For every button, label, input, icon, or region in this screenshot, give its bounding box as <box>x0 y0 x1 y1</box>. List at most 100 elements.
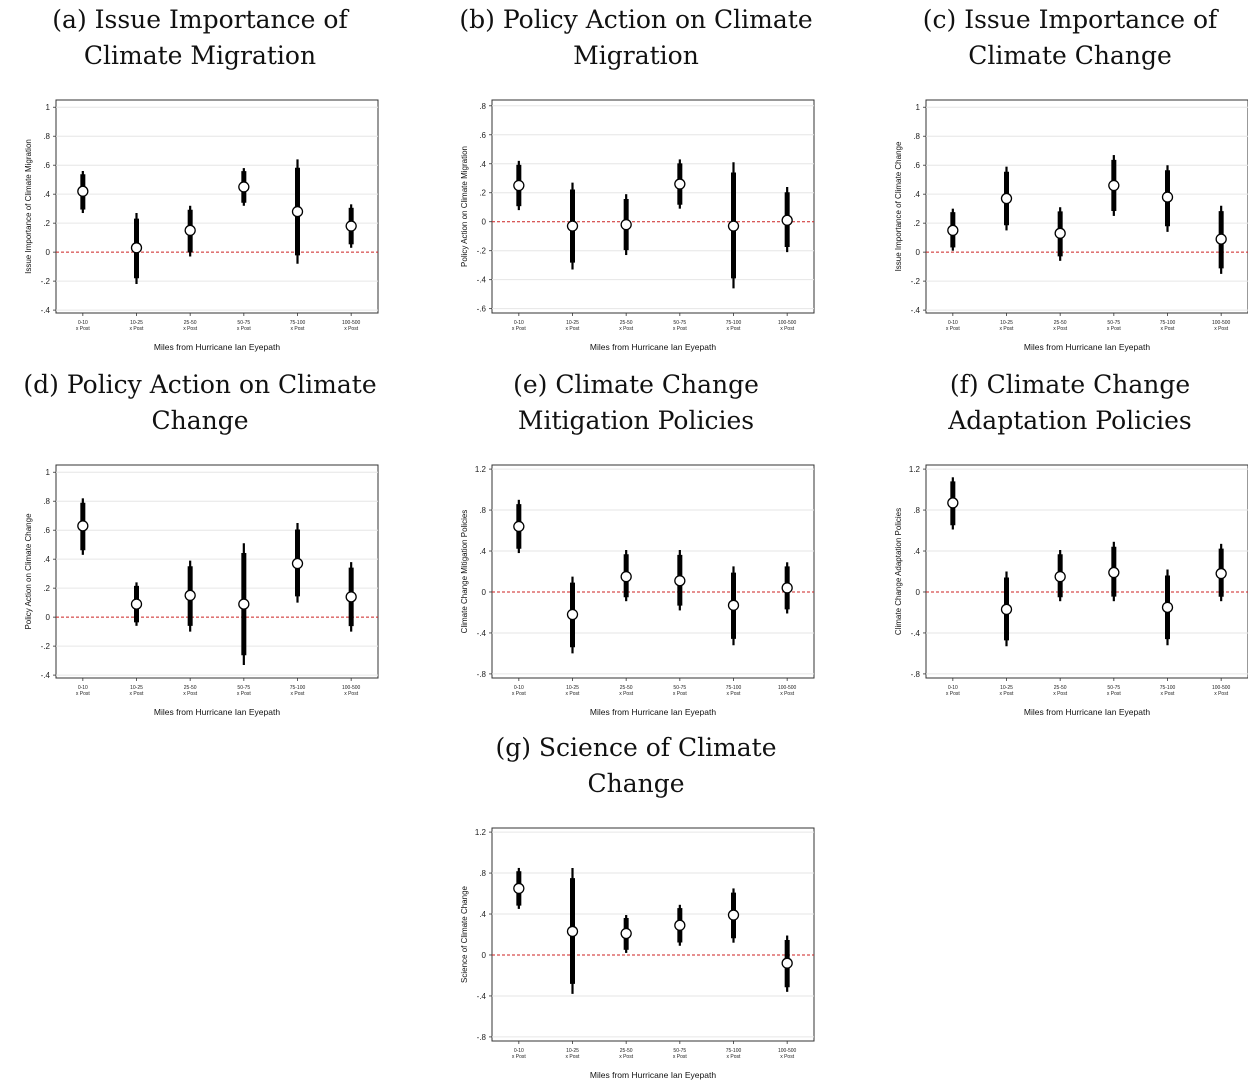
point-estimate <box>238 181 250 193</box>
y-tick-label: -.8 <box>477 1033 487 1042</box>
y-tick-label: -.2 <box>911 277 921 286</box>
chart-svg: 1 .8 .6 .4 .2 0 -.2 -.4 0-10 x Post 10-25 x Post 25-… <box>24 464 379 717</box>
point-estimate <box>130 242 143 254</box>
chart-svg: 1 .8 .6 .4 .2 0 -.2 -.4 0-10 x Post 10-25 x Post 25-… <box>894 99 1248 352</box>
x-tick-label: 10-25 x Post <box>566 685 581 697</box>
y-tick-label: -.4 <box>477 992 487 1001</box>
point-estimate <box>1054 227 1066 239</box>
y-tick-label: .4 <box>913 190 920 199</box>
x-tick-label: 50-75 x Post <box>1107 685 1122 697</box>
y-tick-label: 0 <box>482 218 487 227</box>
panel-d: (d) Policy Action on Climate Change 1 .8 .6… <box>0 365 400 725</box>
y-tick-label: .8 <box>43 132 50 141</box>
x-tick-label: 50-75 x Post <box>673 685 688 697</box>
point-estimate <box>238 598 250 610</box>
chart-svg: .8 .6 .4 .2 0 -.2 -.4 -.6 0-10 x Post 10-25 x Post 2… <box>460 99 815 352</box>
point-estimate <box>77 185 89 197</box>
y-tick-label: .8 <box>479 506 486 515</box>
x-tick-label: 100-500 x Post <box>1212 685 1231 697</box>
x-tick-label: 10-25 x Post <box>130 320 145 332</box>
y-tick-label: -.2 <box>41 277 51 286</box>
chart-svg: 1.2 .8 .4 0 -.4 -.8 0-10 x Post 10-25 x Post 25-50… <box>460 464 815 717</box>
point-estimate <box>566 925 579 938</box>
y-tick-label: .2 <box>43 584 50 593</box>
x-tick-label: 10-25 x Post <box>1000 685 1015 697</box>
x-axis-label: Miles from Hurricane Ian Eyepath <box>154 342 280 352</box>
panel-title: (b) Policy Action on Climate Migration <box>459 5 813 70</box>
y-tick-label: .6 <box>43 161 50 170</box>
y-tick-label: 0 <box>46 248 51 257</box>
plot-frame <box>55 464 379 679</box>
x-tick-label: 75-100 x Post <box>1160 685 1176 697</box>
y-tick-label: -.6 <box>477 305 487 314</box>
point-estimate <box>291 205 304 218</box>
plot-frame <box>925 464 1248 679</box>
y-axis-label: Climate Change Adaptation Policies <box>894 508 903 635</box>
x-axis-label: Miles from Hurricane Ian Eyepath <box>154 707 280 717</box>
panel-title: (e) Climate Change Mitigation Policies <box>513 370 759 435</box>
plot-frame <box>55 99 379 314</box>
panel-title: (d) Policy Action on Climate Change <box>23 370 377 435</box>
point-estimate <box>620 570 632 583</box>
y-tick-label: .4 <box>479 160 486 169</box>
x-tick-label: 10-25 x Post <box>566 320 581 332</box>
panel-e: (e) Climate Change Mitigation Policies 1.… <box>436 365 836 725</box>
point-estimate <box>291 557 304 570</box>
y-tick-label: -.4 <box>911 306 921 315</box>
y-tick-label: .8 <box>913 132 920 141</box>
x-tick-label: 25-50 x Post <box>1053 685 1068 697</box>
chart-svg: 1.2 .8 .4 0 -.4 -.8 0-10 x Post 10-25 x Post 25-50… <box>894 464 1248 717</box>
x-tick-label: 10-25 x Post <box>130 685 145 697</box>
x-tick-label: 50-75 x Post <box>673 1048 688 1060</box>
x-axis-label: Miles from Hurricane Ian Eyepath <box>590 342 716 352</box>
point-estimate <box>674 919 686 931</box>
x-tick-label: 100-500 x Post <box>342 320 361 332</box>
y-tick-label: 0 <box>482 951 487 960</box>
point-estimate <box>947 224 959 237</box>
y-tick-label: 1.2 <box>475 465 487 474</box>
x-tick-label: 75-100 x Post <box>726 685 742 697</box>
point-estimate <box>727 599 740 611</box>
point-estimate <box>77 520 89 532</box>
y-tick-label: .6 <box>43 526 50 535</box>
y-tick-label: .8 <box>913 506 920 515</box>
y-tick-label: 1 <box>46 103 51 112</box>
x-tick-label: 100-500 x Post <box>778 685 797 697</box>
y-tick-label: 0 <box>916 588 921 597</box>
y-axis-label: Science of Climate Change <box>460 885 469 982</box>
y-tick-label: 1.2 <box>909 465 921 474</box>
y-tick-label: -.4 <box>477 276 487 285</box>
x-tick-label: 25-50 x Post <box>183 685 198 697</box>
x-tick-label: 25-50 x Post <box>1053 320 1068 332</box>
point-estimate <box>727 220 740 232</box>
y-tick-label: -.8 <box>911 670 921 679</box>
y-tick-label: .4 <box>43 190 50 199</box>
x-tick-label: 75-100 x Post <box>726 320 742 332</box>
x-tick-label: 75-100 x Post <box>290 320 306 332</box>
y-tick-label: .8 <box>479 102 486 111</box>
point-estimate <box>620 927 632 940</box>
point-estimate <box>345 220 357 232</box>
y-tick-label: .6 <box>479 131 486 140</box>
y-tick-label: -.4 <box>41 671 51 680</box>
panel-b: (b) Policy Action on Climate Migration .8… <box>436 0 836 360</box>
point-estimate <box>781 214 793 226</box>
y-tick-label: -.2 <box>41 642 51 651</box>
point-estimate <box>184 224 196 237</box>
y-tick-label: -.8 <box>477 670 487 679</box>
point-estimate <box>513 882 525 895</box>
point-estimate <box>947 497 959 509</box>
plot-frame <box>925 99 1248 314</box>
x-tick-label: 10-25 x Post <box>566 1048 581 1060</box>
panel-title: (f) Climate Change Adaptation Policies <box>948 370 1192 435</box>
y-tick-label: 0 <box>916 248 921 257</box>
point-estimate <box>513 520 525 533</box>
x-tick-label: 0-10 x Post <box>76 320 91 332</box>
x-axis-label: Miles from Hurricane Ian Eyepath <box>1024 707 1150 717</box>
point-estimate <box>1108 566 1120 579</box>
x-tick-label: 75-100 x Post <box>726 1048 742 1060</box>
point-estimate <box>345 591 357 603</box>
point-estimate <box>1161 191 1174 203</box>
x-tick-label: 0-10 x Post <box>76 685 91 697</box>
point-estimate <box>1054 570 1066 583</box>
